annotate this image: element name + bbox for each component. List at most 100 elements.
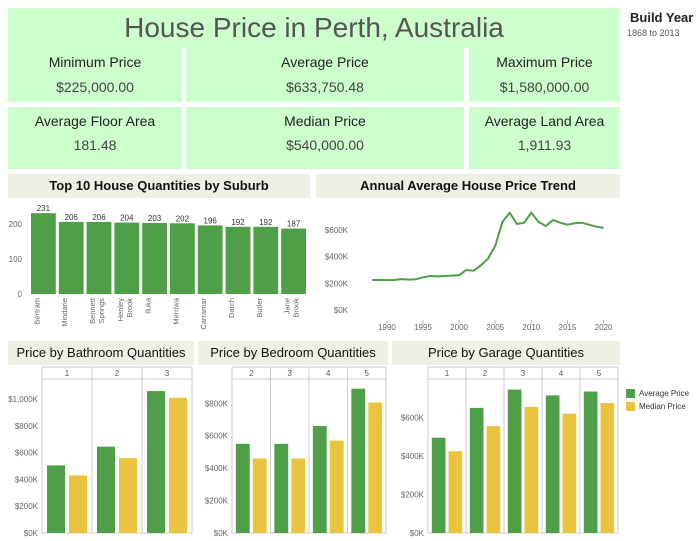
build-year-title: Build Year (630, 10, 694, 25)
x-tick-label: 2000 (450, 323, 468, 332)
y-tick-label: $1,000K (8, 395, 38, 404)
data-label: 231 (37, 204, 51, 213)
x-tick-label: Brook (125, 298, 134, 318)
panel-header-label: 2 (115, 369, 120, 378)
x-tick-label: Bertram (32, 298, 41, 325)
y-tick-label: $0K (410, 529, 425, 538)
legend-swatch-median (626, 402, 635, 411)
y-tick-label: $600K (401, 414, 425, 423)
bar-median (448, 451, 463, 533)
x-tick-label: 2015 (559, 323, 577, 332)
x-tick-label: 2005 (486, 323, 504, 332)
legend-median[interactable]: Median Price (626, 402, 686, 411)
bar (281, 228, 306, 294)
panel-header-label: 4 (559, 369, 564, 378)
bar-median (368, 402, 383, 533)
bar-median (119, 458, 137, 533)
suburb-bar-chart: 0 100 200 231 Bertram 206 Mindarie 206 Bennett Sp… (9, 204, 306, 330)
data-label: 204 (120, 214, 134, 223)
dashboard-title: House Price in Perth, Australia (124, 12, 504, 43)
bathroom-bar-chart: $0K $200K $400K $600K $800K $1,000K 1 2 3 (8, 366, 193, 538)
x-tick-label: Springs (97, 298, 106, 324)
panel-header-label: 5 (597, 369, 602, 378)
data-label: 187 (287, 220, 301, 229)
data-label: 206 (92, 213, 106, 222)
kpi-label: Median Price (284, 113, 366, 129)
x-tick-label: Henley (116, 298, 125, 322)
build-year-range[interactable]: 1868 to 2013 (627, 28, 680, 38)
x-tick-label: Iluka (144, 297, 153, 314)
y-tick-label: $600K (325, 226, 349, 235)
y-tick-label: 0 (18, 290, 23, 299)
panel-header-label: 4 (326, 369, 331, 378)
bar (253, 226, 279, 294)
bar-median (562, 413, 577, 533)
bar-median (600, 403, 615, 533)
bathroom-chart-title: Price by Bathroom Quantities (8, 341, 194, 365)
bar-average (507, 389, 522, 533)
bar-median (169, 397, 187, 533)
kpi-value: 1,911.93 (517, 137, 572, 153)
legend-average[interactable]: Average Price (626, 389, 689, 398)
data-label: 206 (65, 213, 79, 222)
x-tick-label: Darch (227, 298, 236, 318)
bar-median (69, 475, 87, 533)
data-label: 196 (204, 216, 218, 225)
y-tick-label: $800K (15, 422, 39, 431)
bar (86, 221, 112, 294)
dashboard-title-box: House Price in Perth, Australia (8, 8, 620, 48)
x-tick-label: 2010 (522, 323, 540, 332)
y-tick-label: $400K (15, 475, 39, 484)
kpi-label: Maximum Price (496, 54, 593, 70)
bar (225, 226, 251, 294)
bar-average (147, 391, 165, 533)
x-tick-label: Bennett (88, 297, 97, 324)
bar-median (329, 440, 344, 533)
bar (58, 221, 84, 294)
data-label: 192 (231, 218, 245, 227)
bar-average (47, 465, 65, 533)
bar-average (351, 388, 366, 533)
y-tick-label: $600K (205, 432, 229, 441)
legend-label-average: Average Price (639, 389, 690, 398)
bar-average (583, 391, 598, 533)
y-tick-label: $0K (214, 529, 229, 538)
bar (142, 222, 167, 294)
y-tick-label: $0K (24, 529, 39, 538)
panel-header-label: 3 (165, 369, 170, 378)
y-tick-label: 200 (9, 220, 23, 229)
panel-header-label: 1 (445, 369, 450, 378)
price-trend-line-chart: $0K $200K $400K $600K 1990 1995 2000 2005 2010 20… (325, 210, 613, 332)
kpi-value: 181.48 (73, 137, 117, 153)
panel-header-label: 2 (483, 369, 488, 378)
data-label: 202 (176, 214, 190, 223)
trend-line (372, 210, 604, 282)
kpi-maximum-price: Maximum Price $1,580,000.00 (469, 48, 620, 102)
x-tick-label: Jane (283, 298, 292, 314)
x-tick-label: Merriwa (171, 297, 180, 324)
y-tick-label: $400K (401, 452, 425, 461)
y-tick-label: $0K (334, 306, 349, 315)
bar-median (486, 426, 501, 533)
bar-average (97, 446, 115, 533)
data-label: 203 (148, 214, 162, 223)
panel-header-label: 3 (288, 369, 293, 378)
x-tick-label: Butler (255, 297, 264, 317)
kpi-value: $633,750.48 (286, 79, 364, 95)
data-label: 192 (259, 218, 273, 227)
bedroom-chart-title: Price by Bedroom Quantities (198, 341, 388, 365)
y-tick-label: $400K (325, 253, 349, 262)
bar-median (291, 458, 306, 533)
bar-median (252, 458, 267, 533)
kpi-average-land-area: Average Land Area 1,911.93 (469, 107, 620, 169)
y-tick-label: $800K (205, 399, 229, 408)
panel-header-label: 2 (249, 369, 254, 378)
bar (114, 222, 140, 294)
legend-swatch-average (626, 389, 635, 398)
bar-average (545, 395, 560, 533)
panel-header-label: 5 (365, 369, 370, 378)
kpi-median-price: Median Price $540,000.00 (186, 107, 464, 169)
bar-median (524, 406, 539, 533)
kpi-value: $540,000.00 (286, 137, 364, 153)
kpi-minimum-price: Minimum Price $225,000.00 (8, 48, 182, 102)
